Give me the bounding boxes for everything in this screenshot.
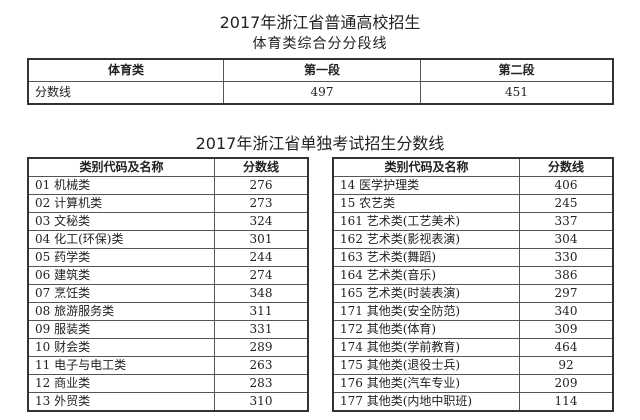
score-cell: 114 — [519, 392, 614, 412]
score-cell: 310 — [214, 392, 309, 412]
table-row: 162 艺术类(影视表演) 304 — [332, 230, 614, 249]
section-title: 2017年浙江省单独考试招生分数线 — [195, 134, 445, 153]
score-cell: 406 — [519, 176, 614, 195]
category-name: 07 烹饪类 — [27, 284, 215, 303]
score-cell: 283 — [214, 374, 309, 393]
category-name: 176 其他类(汽车专业) — [332, 374, 520, 393]
score-cell: 340 — [519, 302, 614, 321]
score-cell: 330 — [519, 248, 614, 267]
category-name: 174 其他类(学前教育) — [332, 338, 520, 357]
header-cell: 分数线 — [519, 157, 614, 177]
score-cell: 348 — [214, 284, 309, 303]
category-name: 04 化工(环保)类 — [27, 230, 215, 249]
table-row: 177 其他类(内地中职班) 114 — [332, 392, 614, 412]
category-name: 13 外贸类 — [27, 392, 215, 412]
table-row: 06 建筑类 274 — [27, 266, 309, 285]
category-name: 10 财会类 — [27, 338, 215, 357]
category-name: 161 艺术类(工艺美术) — [332, 212, 520, 231]
table-row: 171 其他类(安全防范) 340 — [332, 302, 614, 321]
header-cell: 第二段 — [420, 58, 614, 82]
table-row: 174 其他类(学前教育) 464 — [332, 338, 614, 357]
score-cell: 301 — [214, 230, 309, 249]
table-row: 03 文秘类 324 — [27, 212, 309, 231]
row-label: 分数线 — [27, 81, 224, 105]
category-name: 15 农艺类 — [332, 194, 520, 213]
header-cell: 分数线 — [214, 157, 309, 177]
table-row: 175 其他类(退役士兵) 92 — [332, 356, 614, 375]
table-row: 04 化工(环保)类 301 — [27, 230, 309, 249]
table-row: 14 医学护理类 406 — [332, 176, 614, 195]
table-row: 176 其他类(汽车专业) 209 — [332, 374, 614, 393]
score-cell: 297 — [519, 284, 614, 303]
score-cell: 386 — [519, 266, 614, 285]
category-name: 163 艺术类(舞蹈) — [332, 248, 520, 267]
score-cell: 324 — [214, 212, 309, 231]
table-row: 161 艺术类(工艺美术) 337 — [332, 212, 614, 231]
score-cell: 304 — [519, 230, 614, 249]
score-cell: 497 — [223, 81, 421, 105]
header-cell: 类别代码及名称 — [27, 157, 215, 177]
score-cell: 464 — [519, 338, 614, 357]
single-exam-table-right: 类别代码及名称 分数线 14 医学护理类 406 15 农艺类 245 161 艺术类(… — [332, 157, 614, 412]
table-header-row: 体育类 第一段 第二段 — [27, 58, 614, 82]
category-name: 09 服装类 — [27, 320, 215, 339]
category-name: 06 建筑类 — [27, 266, 215, 285]
table-row: 07 烹饪类 348 — [27, 284, 309, 303]
category-name: 164 艺术类(音乐) — [332, 266, 520, 285]
category-name: 05 药学类 — [27, 248, 215, 267]
category-name: 03 文秘类 — [27, 212, 215, 231]
score-cell: 276 — [214, 176, 309, 195]
category-name: 14 医学护理类 — [332, 176, 520, 195]
score-cell: 263 — [214, 356, 309, 375]
table-row: 分数线 497 451 — [27, 81, 614, 105]
table-row: 165 艺术类(时装表演) 297 — [332, 284, 614, 303]
page-subtitle: 体育类综合分分段线 — [252, 36, 388, 52]
score-cell: 274 — [214, 266, 309, 285]
table-row: 05 药学类 244 — [27, 248, 309, 267]
score-cell: 273 — [214, 194, 309, 213]
header-cell: 体育类 — [27, 58, 224, 82]
score-cell: 451 — [420, 81, 614, 105]
table-row: 172 其他类(体育) 309 — [332, 320, 614, 339]
score-cell: 337 — [519, 212, 614, 231]
table-row: 13 外贸类 310 — [27, 392, 309, 412]
score-cell: 92 — [519, 356, 614, 375]
category-name: 177 其他类(内地中职班) — [332, 392, 520, 412]
table-row: 02 计算机类 273 — [27, 194, 309, 213]
category-name: 01 机械类 — [27, 176, 215, 195]
single-exam-table-left: 类别代码及名称 分数线 01 机械类 276 02 计算机类 273 03 文秘类 324… — [27, 157, 309, 412]
score-cell: 245 — [519, 194, 614, 213]
category-name: 171 其他类(安全防范) — [332, 302, 520, 321]
score-cell: 309 — [519, 320, 614, 339]
table-header-row: 类别代码及名称 分数线 — [27, 157, 309, 177]
category-name: 08 旅游服务类 — [27, 302, 215, 321]
category-name: 11 电子与电工类 — [27, 356, 215, 375]
table-row: 15 农艺类 245 — [332, 194, 614, 213]
sports-score-table: 体育类 第一段 第二段 分数线 497 451 — [27, 58, 614, 105]
category-name: 162 艺术类(影视表演) — [332, 230, 520, 249]
table-row: 09 服装类 331 — [27, 320, 309, 339]
score-cell: 289 — [214, 338, 309, 357]
score-cell: 209 — [519, 374, 614, 393]
table-header-row: 类别代码及名称 分数线 — [332, 157, 614, 177]
table-row: 10 财会类 289 — [27, 338, 309, 357]
table-row: 164 艺术类(音乐) 386 — [332, 266, 614, 285]
score-cell: 311 — [214, 302, 309, 321]
category-name: 175 其他类(退役士兵) — [332, 356, 520, 375]
table-row: 08 旅游服务类 311 — [27, 302, 309, 321]
table-row: 163 艺术类(舞蹈) 330 — [332, 248, 614, 267]
category-name: 172 其他类(体育) — [332, 320, 520, 339]
table-row: 11 电子与电工类 263 — [27, 356, 309, 375]
table-row: 01 机械类 276 — [27, 176, 309, 195]
score-cell: 244 — [214, 248, 309, 267]
table-row: 12 商业类 283 — [27, 374, 309, 393]
score-cell: 331 — [214, 320, 309, 339]
header-cell: 第一段 — [223, 58, 421, 82]
category-name: 02 计算机类 — [27, 194, 215, 213]
header-cell: 类别代码及名称 — [332, 157, 520, 177]
category-name: 12 商业类 — [27, 374, 215, 393]
category-name: 165 艺术类(时装表演) — [332, 284, 520, 303]
page-title: 2017年浙江省普通高校招生 — [219, 13, 421, 32]
